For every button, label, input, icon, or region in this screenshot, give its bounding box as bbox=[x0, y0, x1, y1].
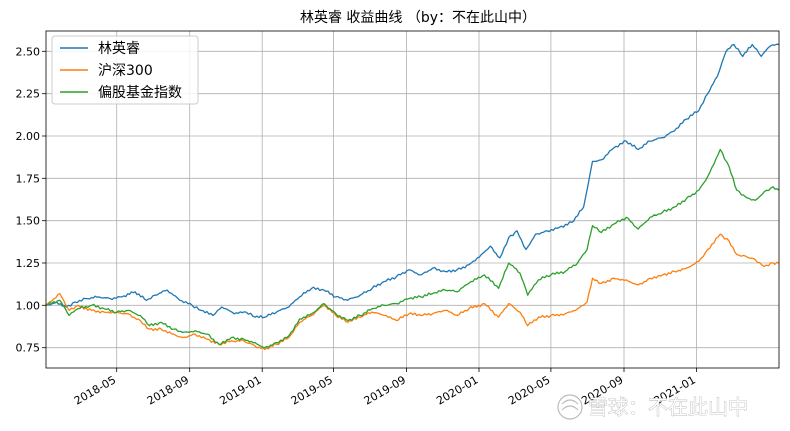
y-tick-label: 2.25 bbox=[16, 88, 41, 101]
legend-label-equity-fund-index: 偏股基金指数 bbox=[98, 84, 182, 101]
chart-title: 林英睿 收益曲线 （by：不在此山中） bbox=[300, 9, 536, 26]
x-tick-label: 2019-01 bbox=[217, 373, 263, 407]
y-tick-label: 1.00 bbox=[16, 299, 41, 312]
y-tick-label: 1.25 bbox=[16, 257, 41, 270]
legend: 林英睿 沪深300 偏股基金指数 bbox=[51, 35, 199, 105]
y-tick-label: 2.00 bbox=[16, 130, 41, 143]
y-tick-label: 2.50 bbox=[16, 45, 41, 58]
grid-lines bbox=[46, 31, 779, 368]
x-tick-label: 2019-05 bbox=[289, 373, 335, 407]
series-layer bbox=[45, 43, 780, 351]
x-tick-label: 2019-09 bbox=[362, 373, 408, 407]
plot-frame bbox=[45, 30, 780, 369]
legend-label-lin-yingrui: 林英睿 bbox=[98, 40, 140, 57]
snowball-logo-icon bbox=[557, 394, 583, 420]
y-tick-label: 1.75 bbox=[16, 172, 41, 185]
series-line-csi300 bbox=[45, 233, 780, 351]
x-tick-label: 2020-05 bbox=[506, 373, 552, 407]
watermark: 雪球：不在此山中 bbox=[557, 394, 748, 420]
x-tick-label: 2020-01 bbox=[434, 373, 480, 407]
legend-label-csi300: 沪深300 bbox=[98, 63, 153, 79]
x-tick-label: 2018-09 bbox=[145, 373, 191, 407]
series-line-lin-yingrui bbox=[45, 43, 780, 319]
y-tick-label: 1.50 bbox=[16, 215, 41, 228]
series-line-equity-fund-index bbox=[45, 148, 780, 349]
x-tick-label: 2018-05 bbox=[72, 373, 118, 407]
y-tick-label: 0.75 bbox=[16, 342, 41, 355]
y-axis: 0.75 1.00 1.25 1.50 1.75 2.00 2.25 2.50 bbox=[16, 45, 46, 355]
watermark-text: 雪球：不在此山中 bbox=[588, 395, 748, 419]
legend-box bbox=[51, 35, 199, 105]
